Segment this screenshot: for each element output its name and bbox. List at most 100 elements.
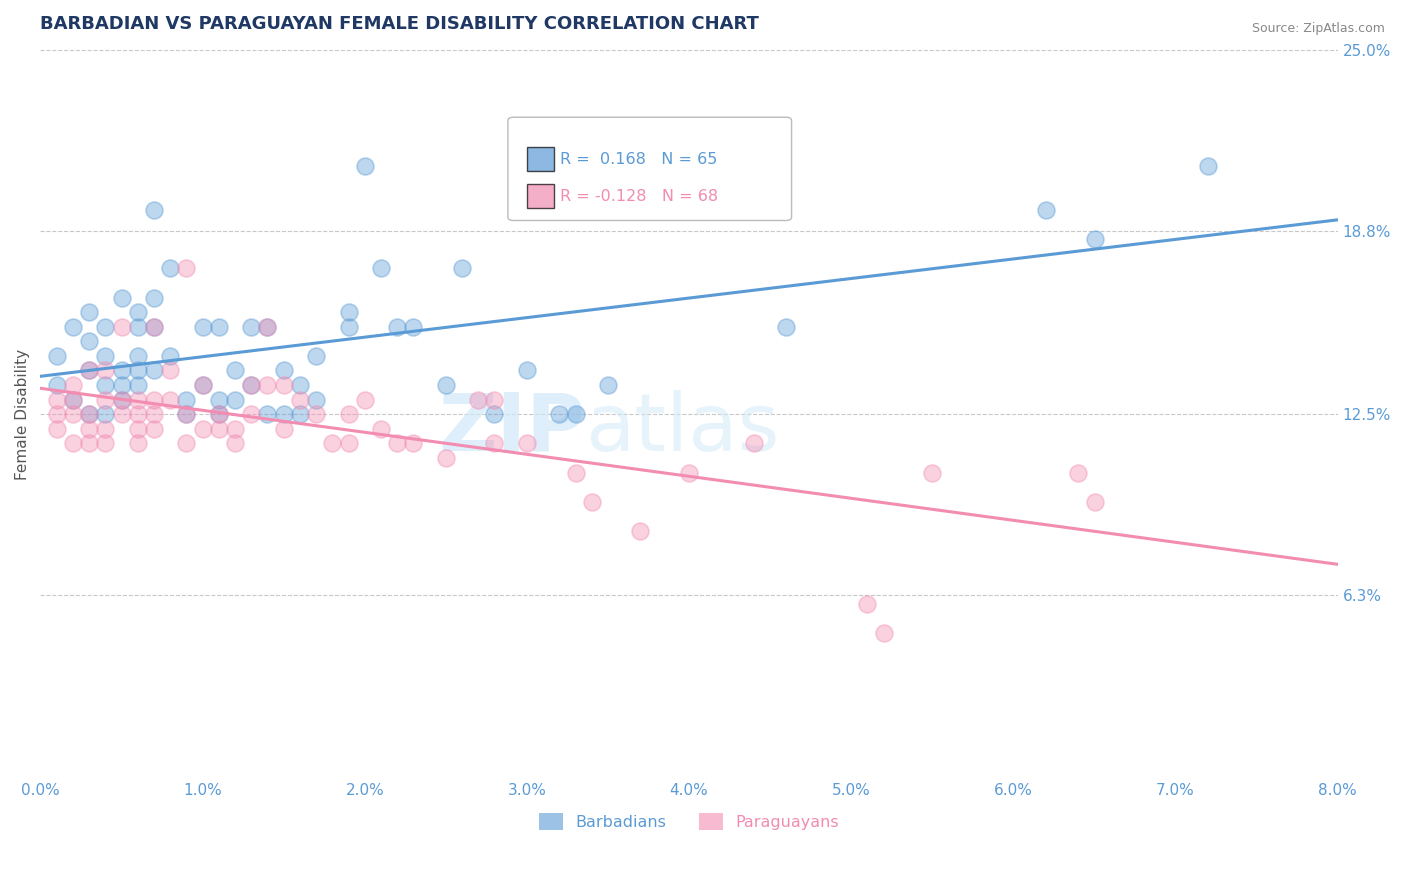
- Point: [127, 407, 149, 421]
- Point: [77, 436, 100, 450]
- Text: ZIP: ZIP: [439, 390, 585, 467]
- Point: [77, 334, 100, 349]
- Point: [77, 407, 100, 421]
- Point: [94, 378, 117, 392]
- Point: [176, 261, 198, 276]
- Text: R = -0.128   N = 68: R = -0.128 N = 68: [560, 189, 718, 203]
- Point: [77, 363, 100, 377]
- Point: [191, 422, 214, 436]
- Point: [142, 319, 165, 334]
- Point: [581, 494, 603, 508]
- Point: [142, 422, 165, 436]
- Point: [224, 392, 246, 407]
- Point: [127, 349, 149, 363]
- Point: [224, 436, 246, 450]
- Point: [337, 436, 360, 450]
- Point: [77, 422, 100, 436]
- Point: [45, 392, 67, 407]
- Point: [142, 392, 165, 407]
- Point: [1067, 466, 1090, 480]
- Point: [127, 436, 149, 450]
- Point: [127, 422, 149, 436]
- Point: [62, 378, 84, 392]
- Point: [353, 160, 375, 174]
- Point: [159, 349, 181, 363]
- Text: Source: ZipAtlas.com: Source: ZipAtlas.com: [1251, 22, 1385, 36]
- Point: [45, 349, 67, 363]
- Point: [305, 349, 328, 363]
- Point: [564, 407, 586, 421]
- Point: [273, 407, 295, 421]
- Point: [127, 305, 149, 319]
- Point: [208, 392, 231, 407]
- Point: [45, 422, 67, 436]
- Point: [451, 261, 474, 276]
- Point: [240, 319, 263, 334]
- Point: [370, 422, 392, 436]
- Point: [94, 319, 117, 334]
- Text: BARBADIAN VS PARAGUAYAN FEMALE DISABILITY CORRELATION CHART: BARBADIAN VS PARAGUAYAN FEMALE DISABILIT…: [41, 15, 759, 33]
- Point: [110, 392, 132, 407]
- Point: [321, 436, 343, 450]
- Point: [1083, 232, 1105, 246]
- Point: [159, 363, 181, 377]
- Point: [484, 392, 506, 407]
- Point: [159, 392, 181, 407]
- Point: [45, 378, 67, 392]
- Point: [467, 392, 489, 407]
- Point: [94, 436, 117, 450]
- Point: [208, 422, 231, 436]
- Point: [273, 422, 295, 436]
- Point: [402, 436, 425, 450]
- Point: [548, 407, 571, 421]
- Point: [288, 378, 311, 392]
- Point: [1083, 494, 1105, 508]
- Point: [775, 319, 797, 334]
- Point: [110, 407, 132, 421]
- Point: [224, 363, 246, 377]
- Point: [224, 422, 246, 436]
- Point: [208, 407, 231, 421]
- Point: [288, 392, 311, 407]
- Point: [434, 450, 457, 465]
- Point: [305, 392, 328, 407]
- Point: [45, 407, 67, 421]
- Point: [77, 305, 100, 319]
- Point: [742, 436, 765, 450]
- Point: [273, 363, 295, 377]
- Y-axis label: Female Disability: Female Disability: [15, 349, 30, 480]
- Point: [873, 625, 896, 640]
- Point: [240, 378, 263, 392]
- Point: [77, 407, 100, 421]
- Point: [256, 319, 278, 334]
- Point: [240, 407, 263, 421]
- Point: [94, 407, 117, 421]
- Point: [256, 407, 278, 421]
- Point: [256, 319, 278, 334]
- Point: [62, 407, 84, 421]
- Point: [385, 319, 408, 334]
- Point: [208, 319, 231, 334]
- Point: [159, 261, 181, 276]
- Point: [516, 436, 538, 450]
- Point: [337, 305, 360, 319]
- Point: [127, 378, 149, 392]
- Point: [62, 392, 84, 407]
- Point: [742, 160, 765, 174]
- Point: [110, 392, 132, 407]
- Point: [110, 363, 132, 377]
- Point: [678, 466, 700, 480]
- Point: [191, 378, 214, 392]
- Point: [77, 363, 100, 377]
- Text: R =  0.168   N = 65: R = 0.168 N = 65: [560, 152, 717, 167]
- Point: [337, 319, 360, 334]
- Point: [142, 363, 165, 377]
- Point: [856, 597, 879, 611]
- Point: [176, 436, 198, 450]
- Point: [337, 407, 360, 421]
- Point: [208, 407, 231, 421]
- Point: [240, 378, 263, 392]
- Point: [94, 363, 117, 377]
- Point: [110, 378, 132, 392]
- Point: [94, 349, 117, 363]
